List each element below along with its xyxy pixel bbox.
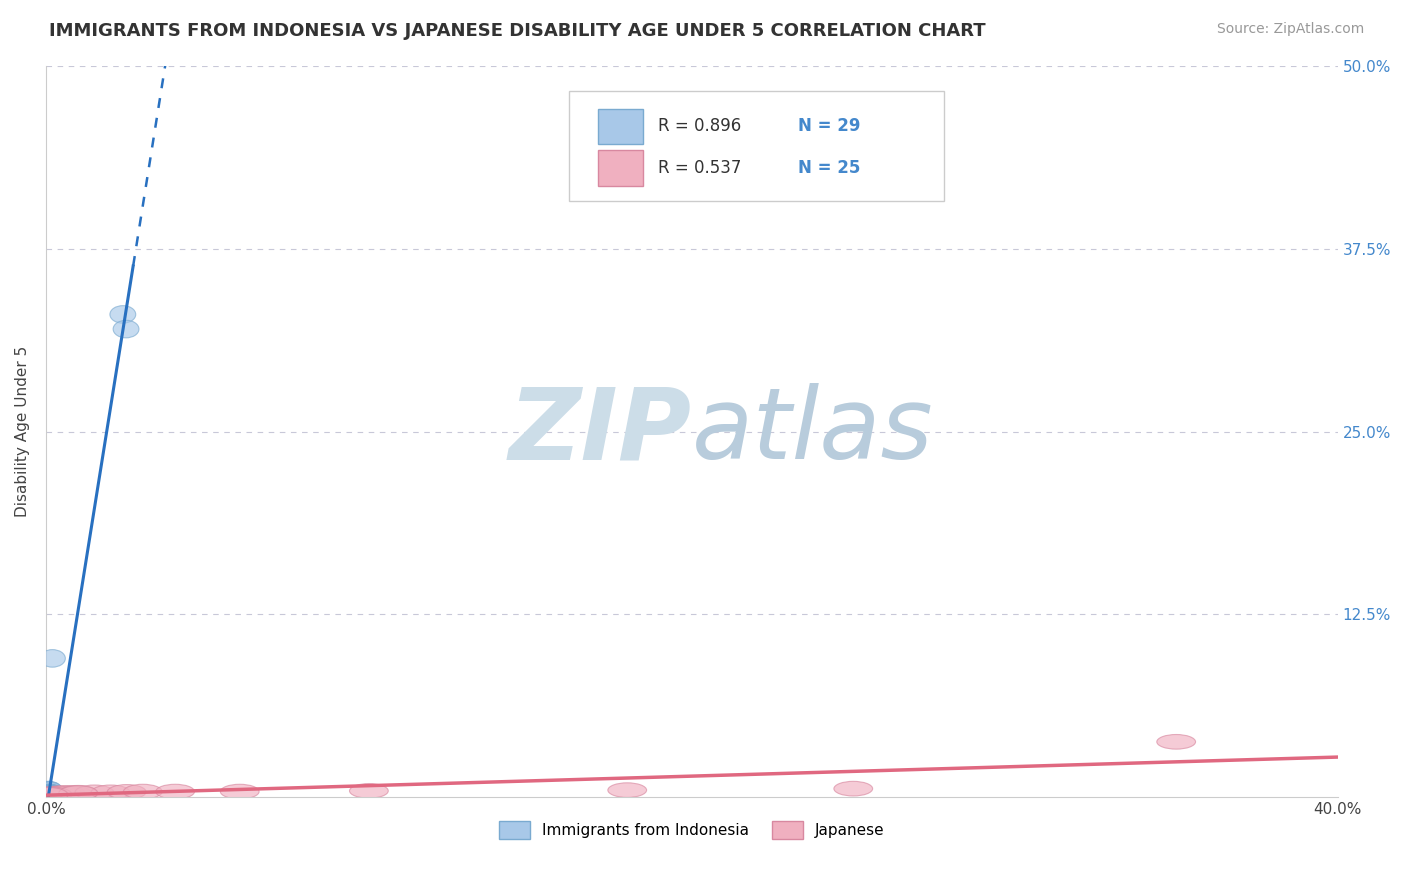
Ellipse shape — [46, 786, 84, 800]
Bar — [598, 109, 643, 144]
FancyBboxPatch shape — [569, 91, 943, 201]
Ellipse shape — [39, 649, 65, 667]
Ellipse shape — [30, 788, 67, 803]
Ellipse shape — [37, 781, 62, 799]
Ellipse shape — [37, 788, 62, 805]
Text: ZIP: ZIP — [509, 383, 692, 480]
Ellipse shape — [37, 786, 62, 804]
Ellipse shape — [35, 786, 62, 804]
Text: R = 0.896: R = 0.896 — [658, 118, 741, 136]
Text: Source: ZipAtlas.com: Source: ZipAtlas.com — [1216, 22, 1364, 37]
Ellipse shape — [37, 785, 62, 803]
Ellipse shape — [35, 785, 62, 802]
Ellipse shape — [31, 788, 70, 802]
Ellipse shape — [35, 786, 62, 804]
Ellipse shape — [52, 786, 91, 800]
Ellipse shape — [112, 320, 139, 338]
Ellipse shape — [37, 787, 62, 804]
Ellipse shape — [37, 786, 63, 804]
Ellipse shape — [37, 786, 62, 804]
Ellipse shape — [38, 784, 63, 802]
Ellipse shape — [30, 788, 67, 802]
Ellipse shape — [35, 784, 62, 802]
Ellipse shape — [37, 784, 63, 802]
Ellipse shape — [37, 786, 63, 803]
Ellipse shape — [1157, 734, 1195, 749]
Ellipse shape — [350, 783, 388, 798]
Ellipse shape — [35, 787, 62, 804]
Ellipse shape — [34, 787, 72, 802]
Legend: Immigrants from Indonesia, Japanese: Immigrants from Indonesia, Japanese — [494, 814, 890, 845]
Ellipse shape — [107, 785, 146, 799]
Text: R = 0.537: R = 0.537 — [658, 159, 741, 177]
Ellipse shape — [110, 306, 136, 323]
Ellipse shape — [37, 784, 62, 802]
Text: N = 25: N = 25 — [797, 159, 860, 177]
Ellipse shape — [59, 786, 97, 800]
Ellipse shape — [38, 786, 63, 804]
Ellipse shape — [37, 787, 63, 805]
Ellipse shape — [834, 781, 873, 796]
Ellipse shape — [156, 784, 194, 799]
Bar — [598, 151, 643, 186]
Ellipse shape — [30, 788, 67, 802]
Ellipse shape — [37, 782, 63, 799]
Ellipse shape — [37, 787, 75, 801]
Ellipse shape — [38, 786, 63, 804]
Ellipse shape — [35, 781, 62, 799]
Ellipse shape — [39, 786, 79, 801]
Ellipse shape — [35, 788, 62, 805]
Ellipse shape — [37, 788, 62, 805]
Text: IMMIGRANTS FROM INDONESIA VS JAPANESE DISABILITY AGE UNDER 5 CORRELATION CHART: IMMIGRANTS FROM INDONESIA VS JAPANESE DI… — [49, 22, 986, 40]
Ellipse shape — [34, 788, 72, 802]
Ellipse shape — [37, 788, 63, 805]
Ellipse shape — [31, 788, 69, 802]
Ellipse shape — [59, 786, 97, 800]
Text: atlas: atlas — [692, 383, 934, 480]
Ellipse shape — [91, 785, 129, 799]
Ellipse shape — [221, 784, 259, 799]
Ellipse shape — [75, 785, 114, 799]
Ellipse shape — [42, 786, 82, 801]
Text: N = 29: N = 29 — [797, 118, 860, 136]
Ellipse shape — [607, 783, 647, 797]
Ellipse shape — [38, 788, 63, 805]
Y-axis label: Disability Age Under 5: Disability Age Under 5 — [15, 346, 30, 517]
Ellipse shape — [30, 788, 69, 802]
Ellipse shape — [124, 784, 162, 799]
Ellipse shape — [35, 788, 62, 805]
